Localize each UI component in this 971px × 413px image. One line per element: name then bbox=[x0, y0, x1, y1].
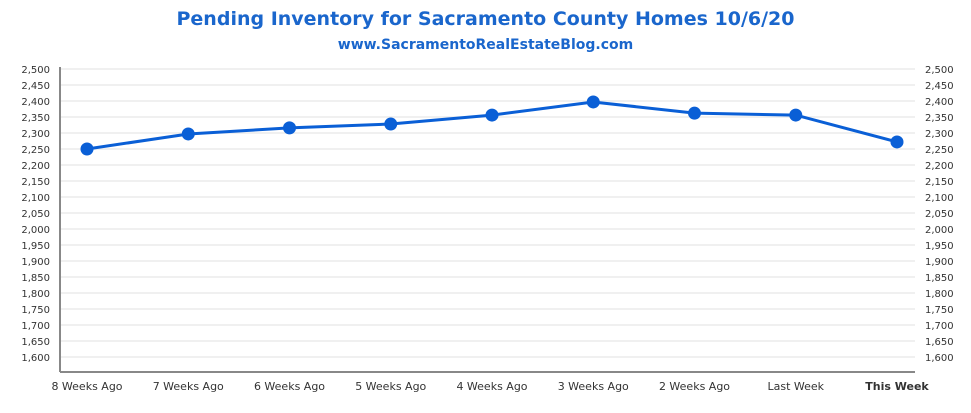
data-point bbox=[384, 117, 398, 131]
data-point bbox=[283, 121, 296, 135]
y-tick-right: 2,100 bbox=[925, 193, 954, 204]
y-tick-right: 1,900 bbox=[925, 257, 954, 268]
x-tick: 3 Weeks Ago bbox=[558, 380, 629, 393]
x-tick: 5 Weeks Ago bbox=[355, 380, 426, 393]
y-tick-right: 1,750 bbox=[925, 305, 954, 316]
y-tick-right: 2,000 bbox=[925, 225, 954, 236]
chart-title: Pending Inventory for Sacramento County … bbox=[176, 8, 795, 30]
y-tick-left: 2,200 bbox=[21, 161, 50, 172]
data-point bbox=[789, 108, 803, 122]
x-tick: This Week bbox=[865, 380, 929, 393]
data-point bbox=[181, 127, 195, 141]
y-tick-left: 2,000 bbox=[21, 225, 50, 236]
y-tick-left: 2,050 bbox=[21, 209, 50, 220]
y-tick-right: 2,150 bbox=[925, 177, 954, 188]
y-tick-left: 2,100 bbox=[21, 193, 50, 204]
x-tick: Last Week bbox=[767, 380, 824, 393]
x-tick: 8 Weeks Ago bbox=[51, 380, 122, 393]
chart-subtitle: www.SacramentoRealEstateBlog.com bbox=[337, 37, 634, 53]
y-tick-right: 1,850 bbox=[925, 273, 954, 284]
y-tick-left: 2,500 bbox=[21, 65, 50, 76]
x-tick: 4 Weeks Ago bbox=[456, 380, 527, 393]
y-tick-right: 2,200 bbox=[925, 161, 954, 172]
y-tick-right: 1,700 bbox=[925, 321, 954, 332]
y-tick-left: 1,800 bbox=[21, 289, 50, 300]
y-tick-left: 2,250 bbox=[21, 145, 50, 156]
data-point bbox=[688, 106, 701, 120]
data-point bbox=[80, 142, 94, 156]
y-tick-right: 1,650 bbox=[925, 337, 954, 348]
x-tick: 2 Weeks Ago bbox=[659, 380, 730, 393]
y-tick-left: 1,600 bbox=[21, 353, 50, 364]
y-tick-left: 1,950 bbox=[21, 241, 50, 252]
y-tick-left: 1,700 bbox=[21, 321, 50, 332]
y-tick-right: 2,350 bbox=[925, 113, 954, 124]
y-tick-left: 2,450 bbox=[21, 81, 50, 92]
data-point bbox=[485, 108, 499, 122]
y-tick-left: 1,650 bbox=[21, 337, 50, 348]
y-tick-right: 2,250 bbox=[925, 145, 954, 156]
y-tick-left: 1,850 bbox=[21, 273, 50, 284]
y-tick-right: 1,950 bbox=[925, 241, 954, 252]
y-tick-left: 2,400 bbox=[21, 97, 50, 108]
y-tick-right: 2,050 bbox=[925, 209, 954, 220]
y-tick-right: 2,400 bbox=[925, 97, 954, 108]
data-point bbox=[890, 135, 904, 149]
y-tick-right: 2,300 bbox=[925, 129, 954, 140]
y-tick-right: 2,450 bbox=[925, 81, 954, 92]
y-tick-left: 1,750 bbox=[21, 305, 50, 316]
y-tick-left: 2,150 bbox=[21, 177, 50, 188]
y-tick-right: 1,800 bbox=[925, 289, 954, 300]
y-tick-right: 1,600 bbox=[925, 353, 954, 364]
y-tick-left: 2,350 bbox=[21, 113, 50, 124]
y-tick-left: 2,300 bbox=[21, 129, 50, 140]
y-tick-left: 1,900 bbox=[21, 257, 50, 268]
y-tick-right: 2,500 bbox=[925, 65, 954, 76]
x-tick: 6 Weeks Ago bbox=[254, 380, 325, 393]
data-point bbox=[586, 95, 600, 109]
x-tick: 7 Weeks Ago bbox=[153, 380, 224, 393]
